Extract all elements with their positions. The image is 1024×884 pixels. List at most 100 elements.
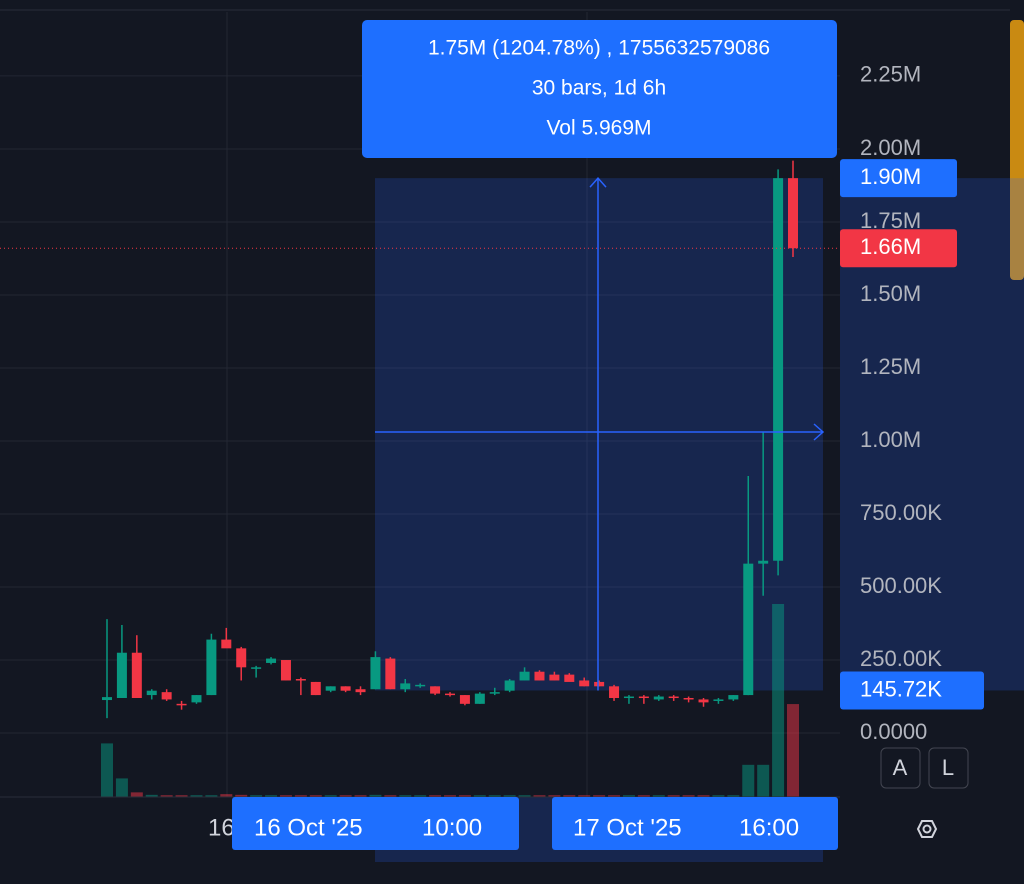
candle-body [549, 674, 560, 681]
candle-body [385, 658, 396, 690]
y-tick-label: 1.00M [860, 427, 921, 452]
volume-bar [220, 794, 233, 797]
volume-bar [563, 795, 576, 797]
volume-bar [727, 795, 740, 797]
volume-bar [742, 764, 755, 797]
y-tick-label: 2.25M [860, 62, 921, 87]
candle-body [668, 696, 679, 699]
candle-body [430, 686, 441, 694]
auto-scale-button[interactable] [880, 747, 921, 789]
volume-bar [473, 795, 486, 797]
volume-bar [608, 795, 621, 797]
volume-bar [145, 794, 158, 797]
volume-bar [294, 795, 307, 797]
candle-body [280, 660, 291, 681]
range-start-tag [232, 797, 519, 850]
volume-bar [444, 795, 456, 797]
volume-bar [697, 795, 710, 797]
candle-body [131, 652, 142, 698]
candle-body [579, 680, 590, 687]
y-tick-label: 500.00K [860, 573, 942, 598]
candle-body [609, 686, 620, 698]
candle-body [594, 681, 605, 687]
candle-body [638, 696, 649, 699]
y-tick-label: 750.00K [860, 500, 942, 525]
candle-body [191, 695, 202, 703]
volume-bar [265, 795, 278, 797]
y-tick-label: 1.75M [860, 208, 921, 233]
volume-bar [488, 795, 501, 797]
candle-body [415, 684, 426, 687]
measure-box [375, 178, 823, 691]
candle-body [340, 686, 351, 691]
volume-bar [622, 795, 635, 797]
candle-body [236, 648, 247, 668]
volume-bar [637, 795, 650, 797]
candle-body [489, 692, 500, 694]
volume-bar [339, 795, 352, 797]
candle-body [221, 639, 232, 649]
volume-bar [354, 795, 367, 797]
volume-bar [175, 795, 188, 797]
candle-body [310, 681, 321, 696]
log-scale-label[interactable]: L [942, 755, 954, 780]
volume-bar [309, 795, 322, 797]
candle-body [534, 671, 545, 681]
candle-body [623, 696, 634, 699]
volume-bar [369, 794, 382, 797]
volume-bar [503, 795, 516, 797]
volume-bar [652, 795, 665, 797]
range-end-date: 17 Oct '25 [573, 814, 682, 841]
volume-bar [399, 795, 412, 797]
range-end-time: 16:00 [739, 814, 799, 841]
volume-bar [205, 795, 218, 797]
volume-bar [279, 795, 292, 797]
candle-body [788, 178, 798, 249]
y-tick-label: 1.25M [860, 354, 921, 379]
measure-arrow-head [589, 177, 607, 188]
y-tick-label: 2.00M [860, 135, 921, 160]
candle-body [295, 679, 306, 681]
measure-low-tag-label: 145.72K [860, 676, 942, 701]
y-tick-label: 1.50M [860, 281, 921, 306]
volume-bar [593, 795, 606, 797]
volume-bar [190, 795, 203, 797]
candle-body [728, 695, 739, 700]
volume-bar [772, 604, 785, 797]
candle-body [504, 680, 515, 691]
candle-body [355, 689, 366, 693]
volume-bar [712, 795, 725, 797]
y-tick-label: 250.00K [860, 646, 942, 671]
candle-body [400, 683, 411, 690]
candle-body [758, 560, 769, 564]
x-tick-label: 16 [208, 814, 235, 841]
candle-body [325, 686, 336, 691]
auto-scale-label[interactable]: A [893, 755, 908, 780]
candle-body [445, 693, 455, 696]
volume-bar [682, 795, 695, 797]
candle-body [474, 693, 485, 704]
candle-body [370, 657, 381, 690]
measure-arrow-head [813, 423, 825, 441]
last-price-tag-label: 1.66M [860, 234, 921, 259]
candle-body [161, 692, 172, 700]
candle-body [564, 674, 575, 682]
volume-bar [429, 795, 442, 797]
candle-body [176, 703, 187, 706]
candle-body [743, 563, 754, 696]
y-tick-label: 0.0000 [860, 719, 927, 744]
volume-bar [787, 704, 799, 797]
settings-icon[interactable] [916, 820, 938, 838]
side-accent [1010, 20, 1024, 280]
volume-bar [518, 795, 531, 797]
candle-body [773, 178, 784, 561]
log-scale-button[interactable] [928, 747, 969, 789]
range-start-time: 10:00 [422, 814, 482, 841]
volume-bar [384, 795, 397, 797]
measure-high-tag [840, 159, 957, 198]
measure-tooltip-line: 1.75M (1204.78%) , 1755632579086 [428, 37, 770, 60]
settings-icon-center[interactable] [922, 824, 932, 834]
candle-body [266, 658, 277, 663]
volume-bar [548, 795, 561, 797]
